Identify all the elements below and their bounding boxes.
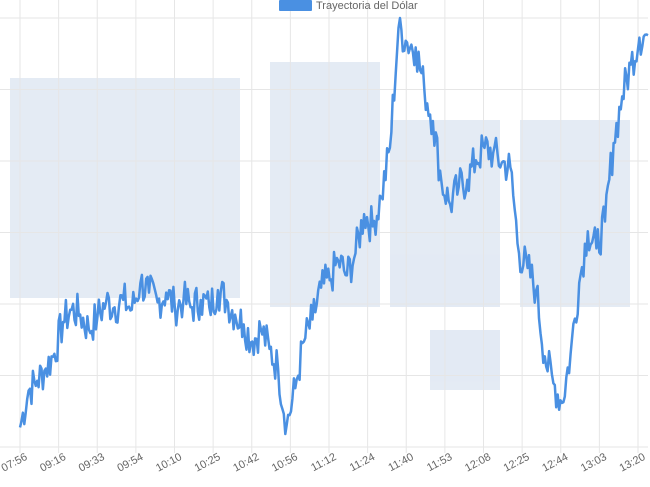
x-tick-label: 11:12 — [309, 451, 338, 474]
x-tick-label: 10:42 — [231, 451, 261, 475]
x-tick-label: 12:25 — [502, 451, 532, 475]
legend-label: Trayectoria del Dólar — [316, 0, 418, 12]
x-tick-label: 13:20 — [617, 451, 647, 475]
x-tick-label: 11:53 — [425, 451, 454, 474]
x-tick-label: 12:44 — [540, 451, 570, 475]
watermark-logo — [10, 62, 630, 390]
legend-swatch — [279, 0, 312, 11]
x-tick-label: 10:25 — [193, 451, 223, 475]
x-tick-label: 12:08 — [463, 451, 493, 475]
x-tick-label: 13:03 — [579, 451, 609, 475]
x-tick-label: 11:40 — [386, 451, 415, 474]
x-tick-label: 09:16 — [38, 451, 68, 475]
grid-lines — [0, 0, 648, 453]
series-line-trayectoria-dolar — [18, 16, 649, 436]
chart-legend[interactable]: Trayectoria del Dólar — [279, 0, 418, 12]
x-tick-label: 09:54 — [115, 451, 145, 475]
x-tick-label: 11:24 — [348, 451, 377, 474]
x-tick-label: 09:33 — [77, 451, 107, 475]
x-tick-label: 10:56 — [270, 451, 300, 475]
x-axis-tick-labels: 07:56 09:16 09:33 09:54 10:10 10:25 10:42 10:56… — [0, 451, 647, 475]
x-tick-label: 07:56 — [0, 451, 29, 475]
x-tick-label: 10:10 — [154, 451, 184, 475]
